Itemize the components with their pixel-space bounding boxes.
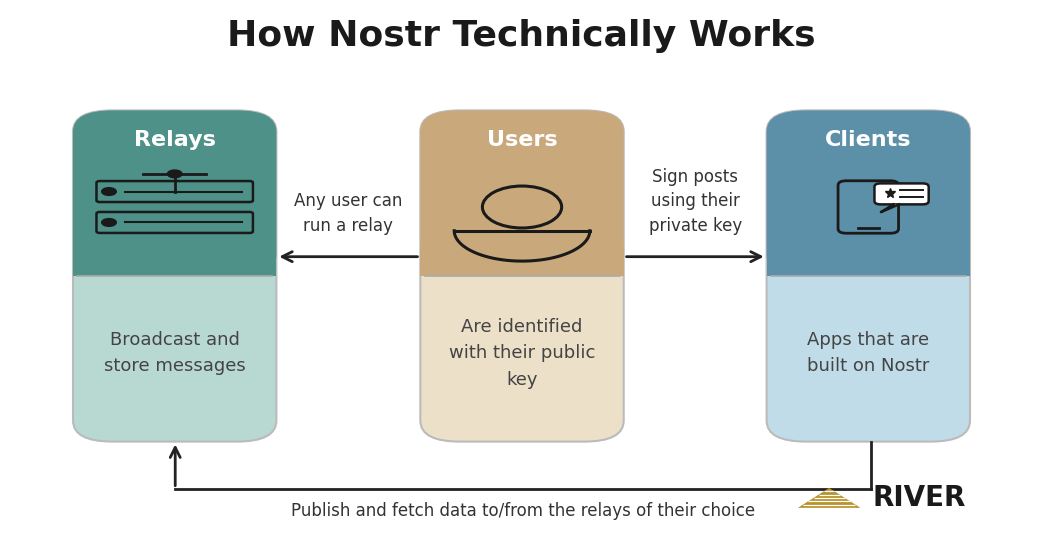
FancyBboxPatch shape — [420, 110, 624, 276]
FancyBboxPatch shape — [73, 110, 276, 442]
Text: Are identified
with their public
key: Are identified with their public key — [448, 318, 596, 389]
Polygon shape — [881, 204, 899, 212]
Bar — [420, 245, 624, 276]
Text: Users: Users — [487, 130, 557, 150]
Text: How Nostr Technically Works: How Nostr Technically Works — [227, 19, 816, 54]
FancyBboxPatch shape — [874, 183, 928, 204]
Text: Apps that are
built on Nostr: Apps that are built on Nostr — [807, 331, 929, 375]
Text: Relays: Relays — [134, 130, 216, 150]
Circle shape — [101, 219, 117, 226]
Circle shape — [101, 188, 117, 195]
Text: Any user can
run a relay: Any user can run a relay — [294, 192, 403, 235]
Bar — [73, 245, 276, 276]
Circle shape — [167, 170, 183, 178]
FancyBboxPatch shape — [767, 110, 970, 442]
Text: Broadcast and
store messages: Broadcast and store messages — [104, 331, 245, 375]
Bar — [767, 245, 970, 276]
Polygon shape — [798, 488, 860, 508]
Text: Sign posts
using their
private key: Sign posts using their private key — [649, 168, 742, 235]
FancyBboxPatch shape — [420, 110, 624, 442]
FancyBboxPatch shape — [73, 110, 276, 276]
Text: Publish and fetch data to/from the relays of their choice: Publish and fetch data to/from the relay… — [291, 502, 755, 521]
FancyBboxPatch shape — [767, 110, 970, 276]
Text: Clients: Clients — [825, 130, 912, 150]
Text: RIVER: RIVER — [873, 484, 967, 512]
